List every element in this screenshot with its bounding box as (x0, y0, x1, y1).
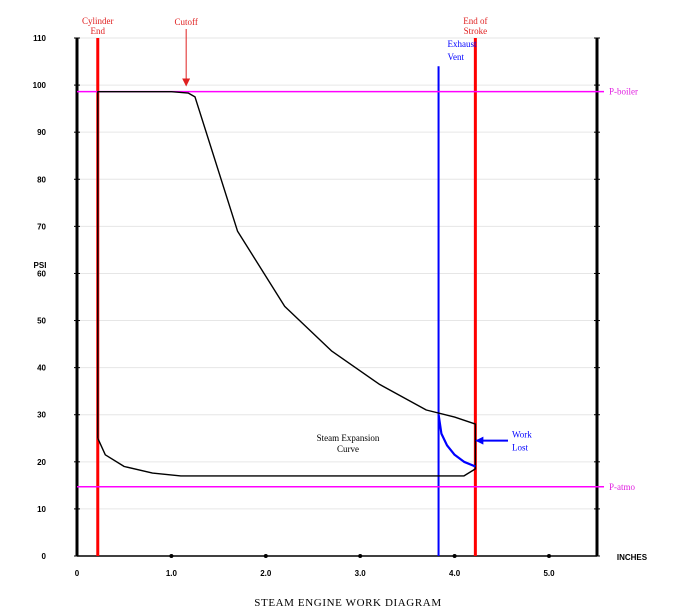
x-tick-label: 5.0 (543, 569, 555, 578)
y-tick-label: 30 (37, 411, 46, 420)
x-tick-label: 3.0 (355, 569, 367, 578)
y-axis-label: PSI (34, 261, 47, 270)
reference-line-label: End of Stroke (463, 16, 487, 36)
y-tick-label: 80 (37, 175, 46, 184)
y-tick-label: 10 (37, 505, 46, 514)
reference-line-label: Exhaust Vent (448, 39, 477, 62)
x-tick-mark (169, 554, 174, 558)
reference-line-label: P-boiler (609, 87, 638, 97)
x-tick-mark (263, 554, 268, 558)
annotations: Cutoff Steam Expansion Curve Work Lost (174, 17, 532, 454)
work-lost-curve (437, 414, 476, 468)
expansion-curve-label: Steam Expansion Curve (317, 433, 380, 454)
x-tick-label: 1.0 (166, 569, 178, 578)
y-tick-label: 50 (37, 317, 46, 326)
reference-line-label: P-atmo (609, 482, 635, 492)
x-tick-mark (358, 554, 363, 558)
x-tick-label: 2.0 (260, 569, 272, 578)
y-tick-label: 90 (37, 128, 46, 137)
series (97, 91, 477, 477)
x-tick-mark (452, 554, 457, 558)
y-tick-label: 0 (42, 552, 47, 561)
axis-ticks: 0 10 20 30 40 50 60 70 80 90 100 110 0 1.0 2.0 3.0 4.0 5.… (33, 34, 555, 578)
cutoff-label: Cutoff (174, 17, 197, 27)
y-tick-label: 70 (37, 222, 46, 231)
y-tick-label: 110 (33, 34, 46, 43)
x-tick-label: 4.0 (449, 569, 461, 578)
reference-line-label: Cylinder End (82, 16, 114, 36)
y-tick-label: 60 (37, 269, 46, 278)
x-axis-label: INCHES (617, 553, 648, 562)
grid (74, 37, 600, 557)
x-tick-mark (547, 554, 551, 558)
pv-cycle-curve (97, 91, 477, 477)
y-tick-label: 20 (37, 458, 46, 467)
reference-lines: Cylinder End End of Stroke Exhaust Vent P-boil… (77, 16, 638, 556)
chart-title: STEAM ENGINE WORK DIAGRAM (254, 597, 441, 609)
x-tick-label: 0 (75, 569, 80, 578)
y-tick-label: 100 (33, 81, 47, 90)
y-tick-label: 40 (37, 364, 46, 373)
work-lost-label: Work Lost (512, 430, 532, 453)
